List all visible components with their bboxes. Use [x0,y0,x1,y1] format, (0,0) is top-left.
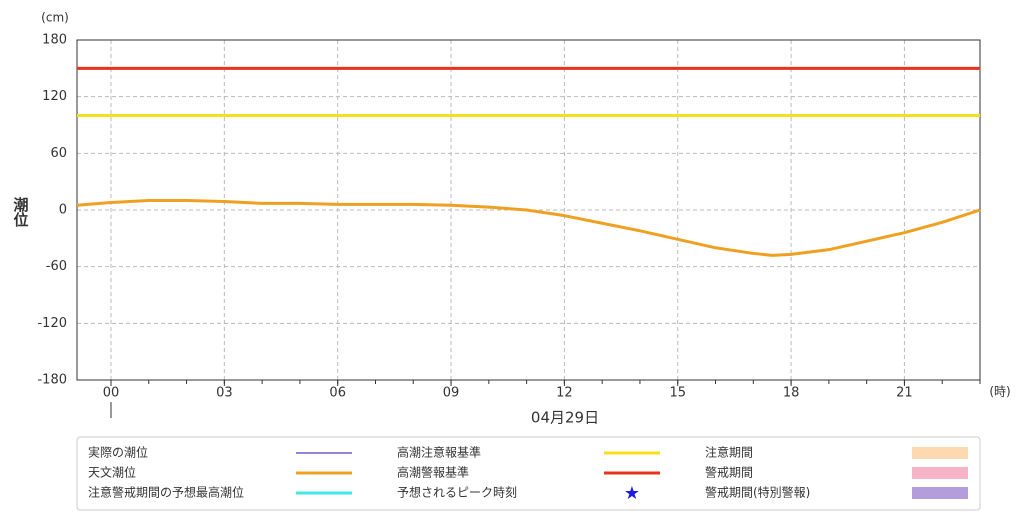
legend-label: 実際の潮位 [88,445,148,460]
legend-label: 予想されるピーク時刻 [397,485,517,500]
legend-swatch [912,467,968,479]
x-tick-label: 06 [329,386,346,401]
line-series [76,199,981,257]
y-tick-label: 120 [42,89,67,104]
x-tick-label: 21 [896,386,913,401]
y-label: 潮位 [12,196,30,227]
y-tick-label: 180 [42,33,67,48]
x-tick-label: 18 [783,386,800,401]
y-tick-label: -120 [37,316,67,331]
legend-swatch: ★ [624,483,640,504]
y-tick-label: -180 [37,373,67,388]
legend-label: 注意警戒期間の予想最高潮位 [88,485,244,500]
y-tick-label: 60 [50,146,67,161]
y-tick-label: -60 [46,259,67,274]
legend-label: 警戒期間 [705,465,753,480]
legend-label: 高潮注意報基準 [397,445,481,460]
date-label: 04月29日 [531,409,599,427]
legend-label: 天文潮位 [88,465,136,480]
x-unit: (時) [989,385,1010,399]
x-tick-label: 03 [216,386,233,401]
x-tick-label: 00 [103,386,120,401]
legend-label: 注意期間 [705,445,753,460]
x-tick-label: 12 [556,386,573,401]
x-tick-label: 09 [443,386,460,401]
legend-label: 警戒期間(特別警報) [705,485,810,500]
legend-swatch [912,447,968,459]
x-tick-label: 15 [669,386,686,401]
legend-swatch [912,487,968,499]
y-tick-label: 0 [59,203,67,218]
legend-label: 高潮警報基準 [397,465,469,480]
y-unit: (cm) [41,11,69,25]
